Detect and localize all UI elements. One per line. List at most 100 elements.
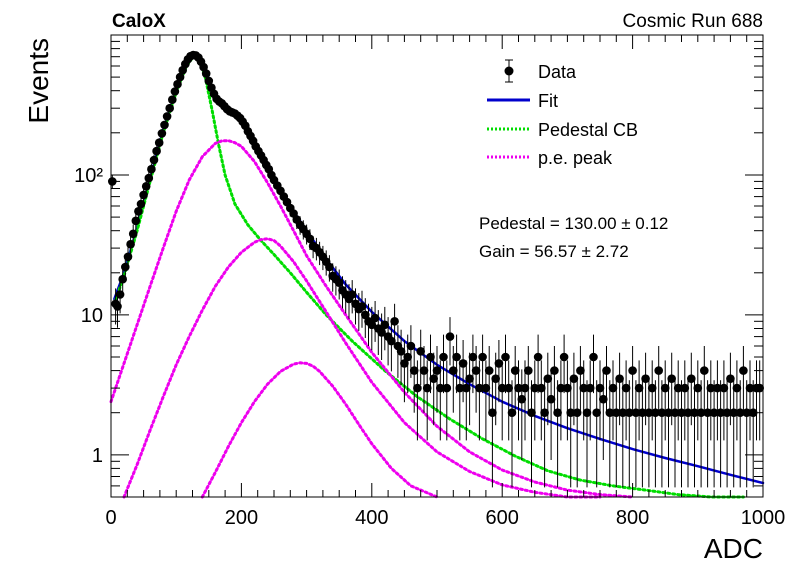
data-point-marker [670,408,680,418]
data-point [377,313,386,360]
data-point [585,360,595,441]
data-point-marker [201,69,211,78]
data-point [488,380,497,488]
data-point-marker [173,79,182,89]
y-tick-label: 1 [92,445,103,467]
data-point [160,120,169,130]
data-point-marker [465,374,474,384]
data-point [700,346,709,413]
data-point [582,380,592,488]
data-point-marker [510,366,520,375]
data-point-marker [628,366,637,375]
data-point [204,76,214,86]
data-point-marker [722,408,732,418]
data-point [507,380,517,488]
legend-entry-fit: Fit [487,91,558,111]
data-point [475,360,484,441]
data-point-marker [429,374,439,384]
data-point-marker [748,408,758,418]
data-point [173,79,182,89]
data-point [501,334,510,394]
data-point [367,306,377,351]
data-point-marker [612,408,621,418]
data-point-marker [638,408,647,418]
data-point [742,380,751,488]
data-point-marker [121,262,130,272]
data-point [625,380,634,488]
data-point-marker [546,394,556,404]
data-point-marker [634,383,644,393]
header-left: CaloX [112,11,166,32]
data-point [716,380,725,488]
data-point-marker [462,383,471,393]
data-point-marker [445,332,455,341]
data-point-marker [559,352,569,362]
data-point [154,138,164,148]
data-point [168,95,177,104]
data-point-marker [585,383,595,393]
legend-label-data: Data [538,62,577,82]
data-point-marker [569,374,579,384]
data-point-marker [732,383,742,393]
data-point [144,172,154,185]
data-point-marker [168,95,177,104]
data-point [147,163,156,176]
series-line-p-e-peak-1 [109,139,635,499]
data-point-marker [735,408,745,418]
data-point-marker [432,366,442,375]
data-point-marker [556,383,566,393]
data-point-marker [680,383,690,393]
data-point-marker [160,120,169,130]
data-point-marker [673,383,683,393]
data-point [452,334,461,394]
data-point [745,360,755,441]
data-point-marker [543,374,553,384]
data-point-marker [589,352,598,362]
data-point [608,360,618,441]
data-point-marker [677,408,686,418]
data-point-marker [582,408,592,418]
data-point-marker [540,408,549,418]
series-line-p-e-peak-2 [122,237,602,499]
data-point [458,340,468,403]
data-point [706,360,716,441]
data-point-marker [367,320,377,330]
data-point-marker [537,383,546,393]
data-point-marker [334,278,344,288]
data-point [589,334,598,394]
x-axis-title: ADC [704,533,763,564]
data-point [504,360,513,441]
data-point-marker [709,408,719,418]
data-point [550,346,559,413]
data-point [722,380,732,488]
data-point-marker [566,408,575,418]
data-point [605,380,615,488]
data-point-marker [449,366,458,375]
data-point-marker [403,352,413,362]
data-point-layer [108,50,764,488]
data-point [422,360,432,441]
data-point [357,290,367,328]
data-point-marker [625,408,634,418]
data-point-marker [481,383,491,393]
data-point [380,306,390,351]
data-point-marker [647,383,657,393]
data-point [497,360,507,441]
data-point-marker [426,352,435,362]
data-point [484,346,494,413]
data-point [396,329,406,385]
data-point-marker [524,366,533,375]
data-point-marker [501,352,510,362]
data-point-marker [409,366,419,375]
data-point-marker [347,290,357,299]
data-point-marker [605,408,615,418]
data-point [400,340,409,403]
data-point-marker [664,408,673,418]
x-axis: 0 200 400 600 800 1000 [105,35,785,529]
data-point-marker [621,383,631,393]
data-point [157,129,167,138]
data-point [442,360,452,441]
legend: Data Fit Pedestal CB p.e. peak [487,59,638,168]
x-tick-label: 0 [105,507,116,529]
data-point-marker [719,383,729,393]
